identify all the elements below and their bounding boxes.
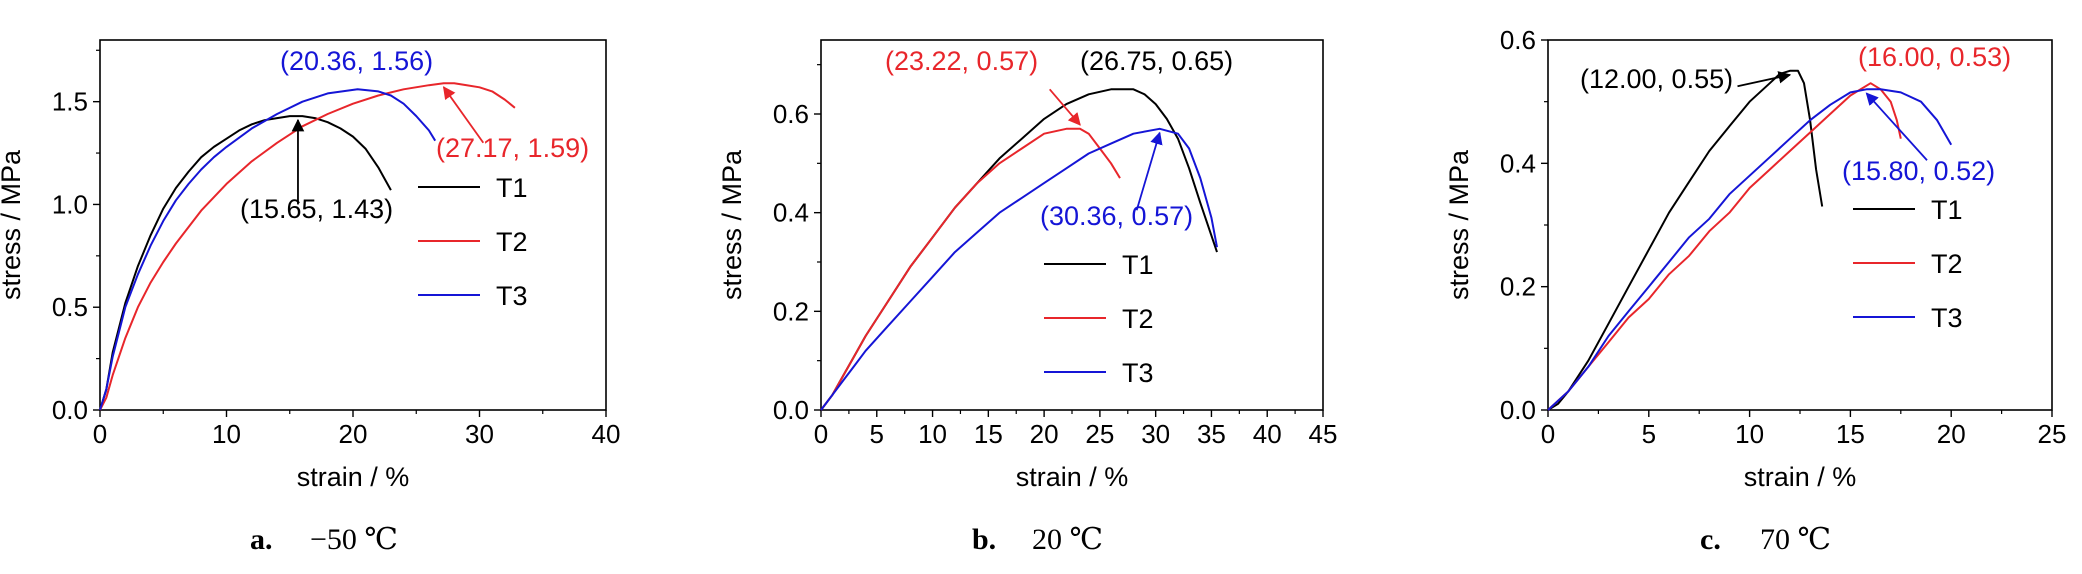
x-tick-label: 30 xyxy=(465,419,494,449)
legend-label-t3: T3 xyxy=(1122,358,1154,388)
x-axis-label: strain / % xyxy=(1016,462,1129,492)
annotation-label: (30.36, 0.57) xyxy=(1040,201,1193,231)
series-line-t2 xyxy=(820,127,1121,411)
x-axis-label: strain / % xyxy=(297,462,410,492)
legend: T1 T2 T3 xyxy=(1853,195,1963,333)
legend-label-t2: T2 xyxy=(496,227,528,257)
y-axis: 0.0 0.2 0.4 0.6 stress / MPa xyxy=(1444,25,1548,425)
legend-label-t2: T2 xyxy=(1122,304,1154,334)
legend: T1 T2 T3 xyxy=(1044,250,1154,388)
panel-caption: a. −50 ℃ xyxy=(250,523,398,556)
x-tick-label: 10 xyxy=(212,419,241,449)
y-tick-label: 0.4 xyxy=(1500,148,1536,178)
chart-panel-a: 0 10 20 30 40 strain / % 0.0 0.5 1.0 1.5 stress / … xyxy=(0,39,621,556)
x-tick-label: 25 xyxy=(2038,419,2067,449)
legend-label-t1: T1 xyxy=(1931,195,1963,225)
legend: T1 T2 T3 xyxy=(418,173,528,311)
chart-panel-b: 0 5 10 15 20 25 30 35 40 45 strain / % 0.0 0.2 0.4 0.6… xyxy=(717,39,1338,556)
x-tick-label: 40 xyxy=(1253,419,1282,449)
legend-label-t1: T1 xyxy=(496,173,528,203)
annotation-label: (16.00, 0.53) xyxy=(1858,42,2011,72)
x-tick-label: 30 xyxy=(1141,419,1170,449)
caption-letter: c. xyxy=(1700,523,1721,556)
x-tick-label: 15 xyxy=(974,419,1003,449)
y-tick-label: 0.0 xyxy=(1500,395,1536,425)
annotation-arrow xyxy=(1135,131,1163,211)
plot-frame xyxy=(99,39,607,411)
annotation-arrow xyxy=(1737,71,1792,88)
x-axis-label: strain / % xyxy=(1744,462,1857,492)
series-line-t1 xyxy=(99,115,392,411)
x-axis: 0 5 10 15 20 25 30 35 40 45 strain / % xyxy=(814,410,1338,492)
plot-frame xyxy=(1547,39,2053,411)
series-line-t3 xyxy=(1547,88,1953,411)
caption-temperature: 70 ℃ xyxy=(1760,523,1831,556)
y-axis-label: stress / MPa xyxy=(0,149,26,300)
legend-label-t3: T3 xyxy=(496,281,528,311)
annotation-label: (15.80, 0.52) xyxy=(1842,156,1995,186)
caption-letter: a. xyxy=(250,523,273,556)
annotation-arrow xyxy=(1049,88,1081,126)
annotation-label: (15.65, 1.43) xyxy=(240,194,393,224)
y-tick-label: 0.6 xyxy=(1500,25,1536,55)
x-tick-label: 20 xyxy=(1937,419,1966,449)
panel-caption: b. 20 ℃ xyxy=(972,523,1103,556)
annotation-label: (23.22, 0.57) xyxy=(885,46,1038,76)
series-line-t2 xyxy=(1547,82,1902,411)
x-tick-label: 45 xyxy=(1309,419,1338,449)
annotation-label: (20.36, 1.56) xyxy=(280,46,433,76)
x-tick-label: 0 xyxy=(93,419,107,449)
caption-temperature: −50 ℃ xyxy=(310,523,398,556)
y-tick-label: 0.2 xyxy=(773,296,809,326)
x-tick-label: 35 xyxy=(1197,419,1226,449)
y-axis-label: stress / MPa xyxy=(1444,149,1474,300)
x-tick-label: 25 xyxy=(1085,419,1114,449)
y-axis-label: stress / MPa xyxy=(717,149,747,300)
x-axis: 0 5 10 15 20 25 strain / % xyxy=(1541,410,2067,492)
series-line-t1 xyxy=(1547,69,1824,411)
y-tick-label: 0.2 xyxy=(1500,272,1536,302)
annotation-arrow xyxy=(1865,92,1928,161)
y-tick-label: 0.4 xyxy=(773,198,809,228)
annotation-arrow xyxy=(442,86,485,144)
y-tick-label: 0.6 xyxy=(773,99,809,129)
y-tick-label: 1.5 xyxy=(52,87,88,117)
y-tick-label: 0.0 xyxy=(52,395,88,425)
x-tick-label: 40 xyxy=(592,419,621,449)
x-tick-label: 0 xyxy=(1541,419,1555,449)
y-tick-label: 0.0 xyxy=(773,395,809,425)
x-tick-label: 10 xyxy=(1735,419,1764,449)
y-tick-label: 0.5 xyxy=(52,292,88,322)
legend-label-t3: T3 xyxy=(1931,303,1963,333)
x-tick-label: 5 xyxy=(870,419,884,449)
y-tick-label: 1.0 xyxy=(52,189,88,219)
annotation-label: (12.00, 0.55) xyxy=(1580,64,1733,94)
chart-panel-c: 0 5 10 15 20 25 strain / % 0.0 0.2 0.4 0.6 stress /… xyxy=(1444,25,2066,556)
x-tick-label: 20 xyxy=(1030,419,1059,449)
legend-label-t1: T1 xyxy=(1122,250,1154,280)
annotation-label: (26.75, 0.65) xyxy=(1080,46,1233,76)
x-axis: 0 10 20 30 40 strain / % xyxy=(93,410,621,492)
annotation-label: (27.17, 1.59) xyxy=(436,133,589,163)
panel-caption: c. 70 ℃ xyxy=(1700,523,1831,556)
y-axis: 0.0 0.5 1.0 1.5 stress / MPa xyxy=(0,49,100,425)
y-axis: 0.0 0.2 0.4 0.6 stress / MPa xyxy=(717,64,821,425)
x-tick-label: 10 xyxy=(918,419,947,449)
caption-letter: b. xyxy=(972,523,996,556)
legend-label-t2: T2 xyxy=(1931,249,1963,279)
x-tick-label: 20 xyxy=(339,419,368,449)
caption-temperature: 20 ℃ xyxy=(1032,523,1103,556)
x-tick-label: 15 xyxy=(1836,419,1865,449)
series-line-t3 xyxy=(820,127,1218,411)
x-tick-label: 5 xyxy=(1642,419,1656,449)
series-line-t3 xyxy=(99,88,437,411)
x-tick-label: 0 xyxy=(814,419,828,449)
